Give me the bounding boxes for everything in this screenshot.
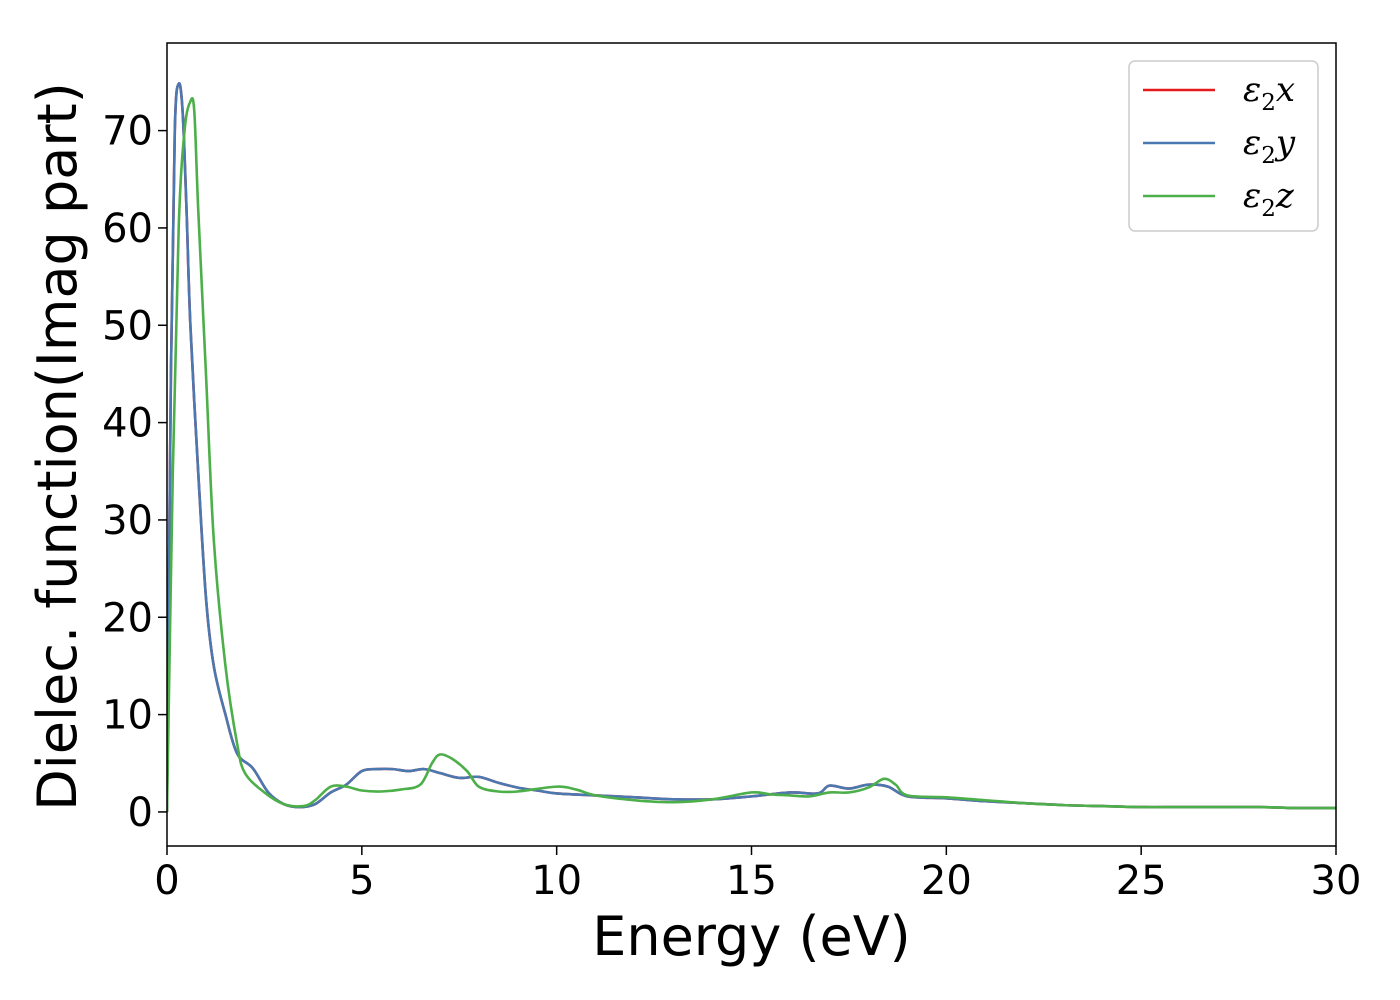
x-axis-label: Energy (eV) xyxy=(592,905,911,968)
plot-lines xyxy=(167,81,1336,812)
series-line-z xyxy=(167,97,1336,812)
y-tick-label: 50 xyxy=(102,303,153,349)
legend-box xyxy=(1128,60,1319,232)
y-tick-label: 20 xyxy=(102,595,153,641)
x-axis-ticks: 0 5 10 15 20 25 30 xyxy=(154,846,1361,904)
y-tick-label: 70 xyxy=(102,109,153,155)
legend-label-z: ε2z xyxy=(1243,176,1295,222)
legend-label-x: ε2x xyxy=(1243,70,1295,116)
x-tick-label: 30 xyxy=(1311,858,1362,904)
y-axis-label: Dielec. function(Imag part) xyxy=(26,82,89,811)
y-tick-label: 10 xyxy=(102,693,153,739)
legend-label-y: ε2y xyxy=(1243,123,1296,169)
x-tick-label: 5 xyxy=(349,858,374,904)
legend: ε2x ε2y ε2z xyxy=(1128,60,1319,232)
y-tick-label: 60 xyxy=(102,206,153,252)
x-tick-label: 0 xyxy=(154,858,179,904)
x-tick-label: 15 xyxy=(726,858,777,904)
y-axis-ticks: 0 10 20 30 40 50 60 70 xyxy=(102,109,167,836)
x-tick-label: 20 xyxy=(921,858,972,904)
x-tick-label: 25 xyxy=(1116,858,1167,904)
y-tick-label: 30 xyxy=(102,498,153,544)
x-tick-label: 10 xyxy=(531,858,582,904)
y-tick-label: 40 xyxy=(102,401,153,447)
y-tick-label: 0 xyxy=(128,790,153,836)
